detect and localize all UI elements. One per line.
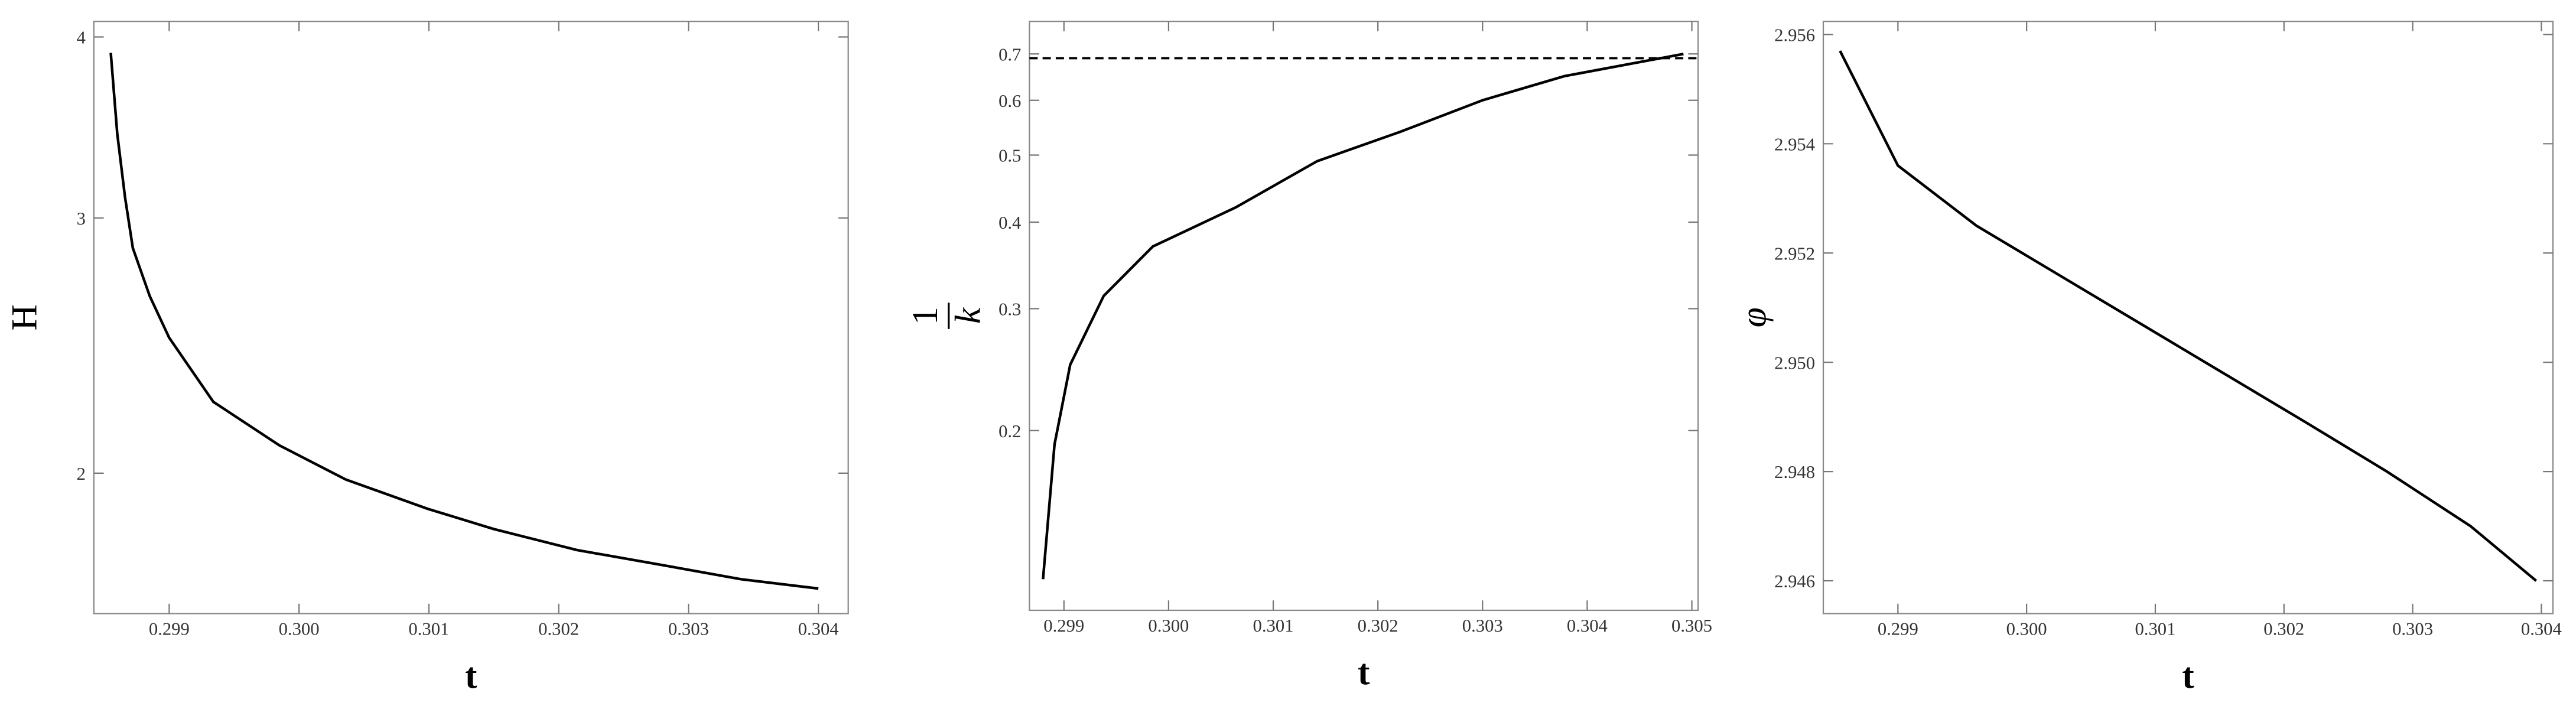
y-tick-label: 2.948 [1774,462,1815,482]
y-tick-label: 0.6 [998,91,1021,111]
panel: 0.299 0.300 0.301 0.302 0.303 0.304 0.305 0.2 0.… [905,21,1712,692]
x-tick-label: 0.299 [1043,616,1084,636]
y-tick-label: 2.956 [1774,25,1815,45]
y-tick-label: 0.2 [998,421,1021,441]
x-tick-label: 0.300 [2006,619,2047,639]
y-tick-label: 2.954 [1774,134,1815,154]
x-axis-label: t [1358,652,1370,692]
y-axis-label-numerator: 1 [905,307,945,325]
x-tick-label: 0.299 [1878,619,1918,639]
x-tick-label: 0.301 [2135,619,2175,639]
y-tick-label: 3 [77,209,86,229]
x-tick-label: 0.301 [408,619,449,639]
x-tick-label: 0.299 [149,619,190,639]
x-axis-label: t [465,656,477,696]
plot-frame [1029,21,1699,612]
x-tick-label: 0.304 [2521,619,2562,639]
y-axis-label-denominator: k [948,307,988,324]
panel: 0.299 0.300 0.301 0.302 0.303 0.304 2 3 4 t H [4,21,849,696]
y-tick-label: 2.946 [1774,571,1815,591]
plot-frame [93,21,849,614]
x-tick-label: 0.303 [1462,616,1503,636]
y-axis-label: φ [1733,307,1774,327]
x-tick-label: 0.305 [1671,616,1712,636]
x-tick-label: 0.300 [279,619,320,639]
y-tick-label: 2.952 [1774,243,1815,264]
x-tick-label: 0.303 [668,619,709,639]
y-tick-label: 2 [77,464,86,484]
curve [109,53,819,590]
y-tick-label: 0.4 [998,213,1021,233]
y-tick-label: 4 [77,28,86,48]
panel: 0.299 0.300 0.301 0.302 0.303 0.304 2.946 2.948… [1733,21,2562,696]
plot-frame [1822,21,2554,614]
x-tick-label: 0.302 [2263,619,2304,639]
x-tick-label: 0.302 [538,619,579,639]
y-tick-label: 0.3 [998,300,1021,320]
x-tick-label: 0.301 [1253,616,1294,636]
x-axis-label: t [2182,656,2194,696]
x-tick-label: 0.303 [2392,619,2433,639]
x-tick-label: 0.300 [1148,616,1189,636]
x-tick-label: 0.302 [1358,616,1398,636]
x-tick-label: 0.304 [1567,616,1608,636]
curve [1042,53,1684,580]
curve [1839,50,2538,582]
y-axis-label: H [4,304,44,330]
y-tick-label: 2.950 [1774,353,1815,373]
y-tick-label: 0.5 [998,146,1021,166]
y-tick-label: 0.7 [998,44,1021,64]
x-tick-label: 0.304 [798,619,839,639]
